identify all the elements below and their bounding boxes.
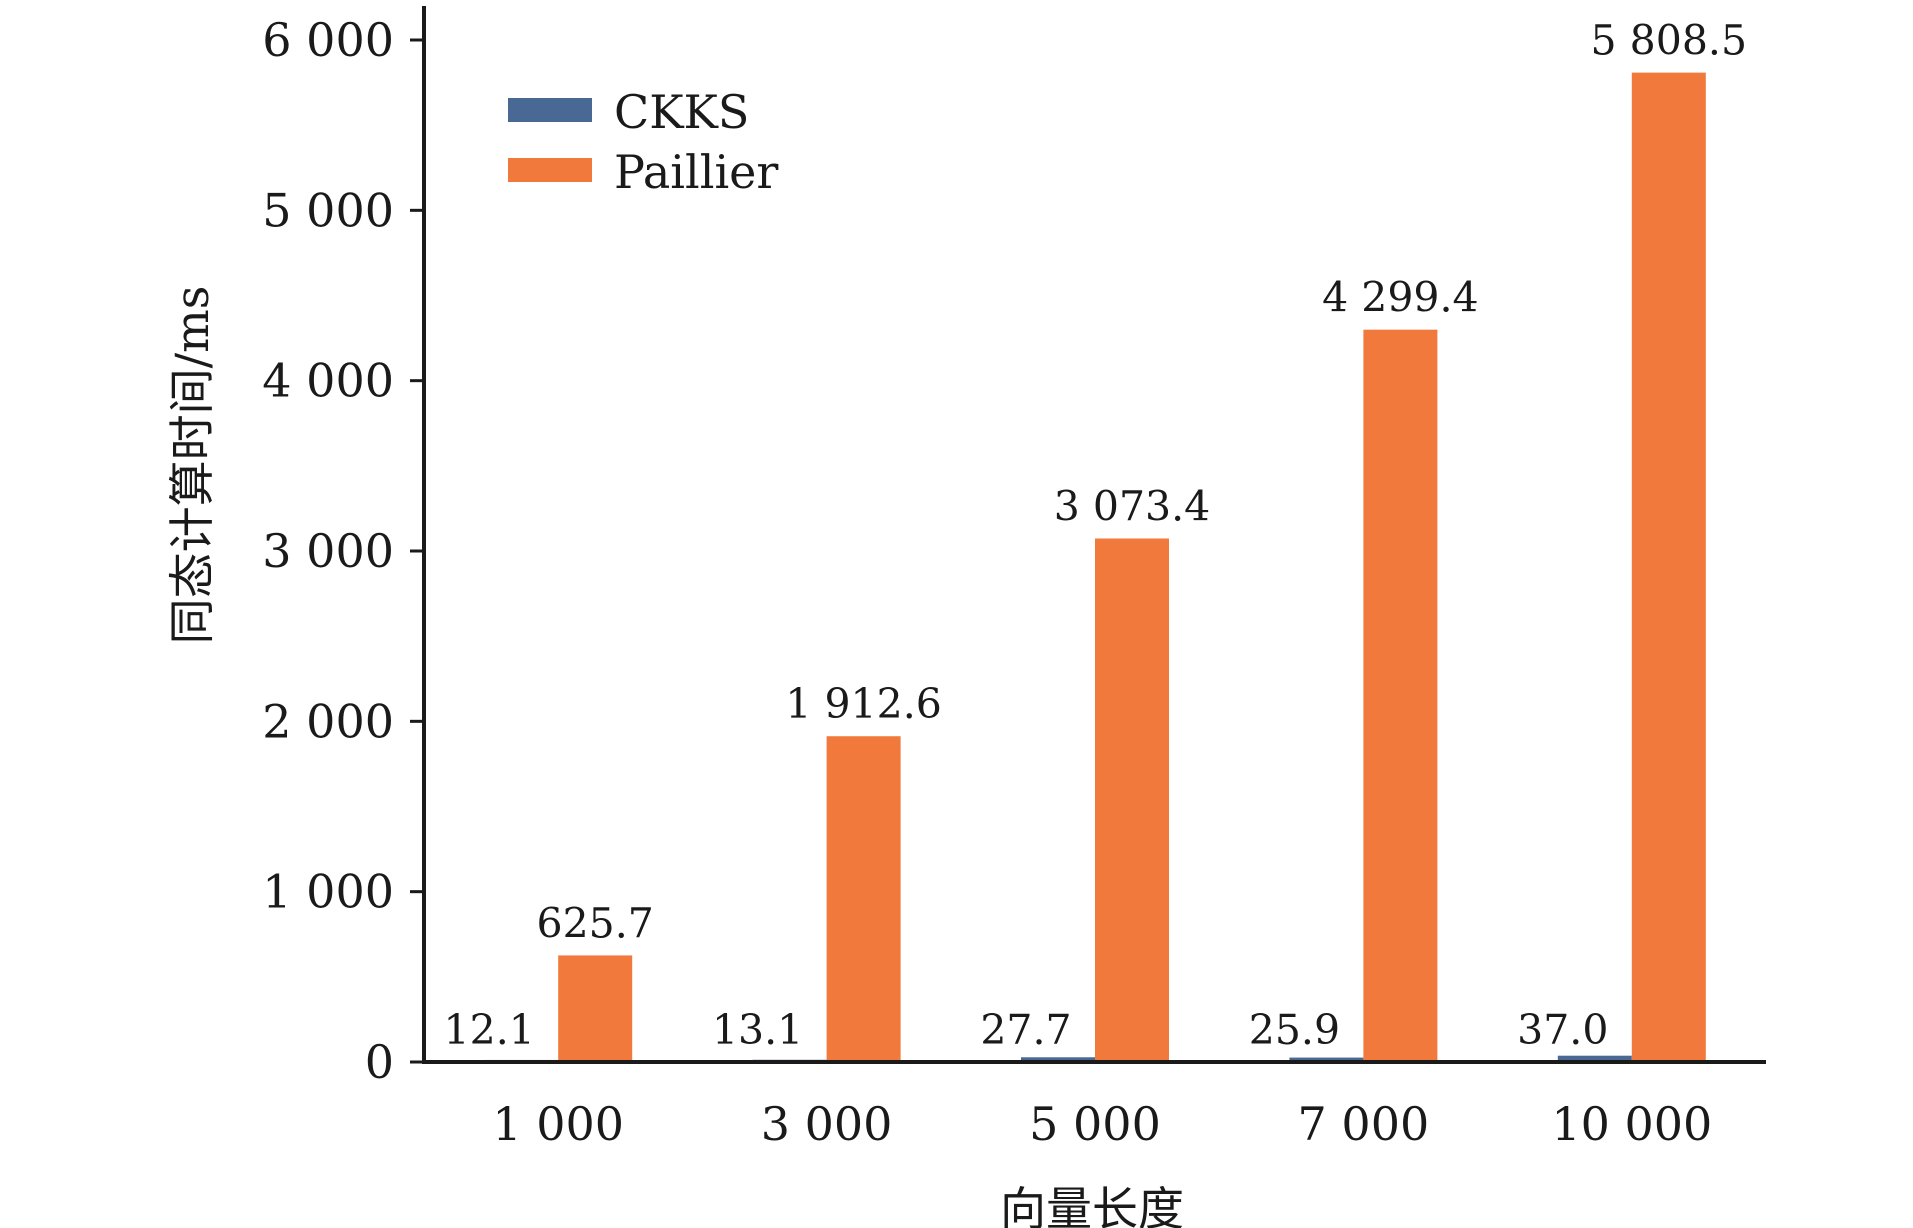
legend-swatch [508, 158, 592, 182]
ckks-data-label: 12.1 [444, 1006, 535, 1054]
paillier-data-label: 625.7 [537, 899, 654, 947]
paillier-bar [826, 736, 901, 1062]
ckks-data-label: 37.0 [1517, 1006, 1608, 1054]
y-tick-label: 0 [365, 1035, 394, 1089]
ckks-data-label: 13.1 [712, 1006, 803, 1054]
legend: CKKS Paillier [508, 85, 778, 199]
ckks-data-label: 25.9 [1249, 1006, 1340, 1054]
data-labels: 12.1 625.7 13.1 1 912.6 27.7 3 073.4 25.9 4 299… [444, 17, 1747, 1054]
y-axis-ticks: 0 1 000 2 000 3 000 4 000 5 000 6 000 [262, 13, 424, 1089]
paillier-data-label: 5 808.5 [1591, 17, 1748, 65]
bars [484, 72, 1706, 1063]
paillier-data-label: 3 073.4 [1054, 482, 1211, 530]
x-tick-label: 5 000 [1029, 1097, 1161, 1151]
paillier-bar [1363, 329, 1438, 1063]
paillier-bar [1095, 538, 1169, 1062]
x-axis-title: 向量长度 [1000, 1182, 1184, 1228]
paillier-data-label: 1 912.6 [785, 680, 942, 728]
x-tick-label: 3 000 [761, 1097, 893, 1151]
legend-label: Paillier [614, 145, 778, 199]
y-tick-label: 5 000 [262, 183, 394, 237]
axes [422, 6, 1766, 1064]
x-tick-label: 7 000 [1298, 1097, 1430, 1151]
y-tick-label: 4 000 [262, 354, 394, 408]
x-tick-label: 1 000 [492, 1097, 624, 1151]
paillier-bar [558, 955, 633, 1062]
legend-swatch [508, 98, 592, 122]
y-tick-label: 1 000 [262, 865, 394, 919]
y-tick-label: 3 000 [262, 524, 394, 578]
y-axis-title: 同态计算时间/ms [165, 286, 219, 645]
paillier-bar [1631, 72, 1706, 1062]
paillier-data-label: 4 299.4 [1322, 274, 1479, 322]
ckks-bar [1557, 1055, 1632, 1062]
ckks-bar [1021, 1057, 1095, 1062]
ckks-data-label: 27.7 [980, 1006, 1071, 1054]
x-axis-ticks: 1 000 3 000 5 000 7 000 10 000 [492, 1097, 1712, 1151]
legend-label: CKKS [614, 85, 749, 139]
x-tick-label: 10 000 [1551, 1097, 1712, 1151]
y-tick-label: 6 000 [262, 13, 394, 67]
ckks-bar [1289, 1057, 1364, 1062]
y-tick-label: 2 000 [262, 694, 394, 748]
